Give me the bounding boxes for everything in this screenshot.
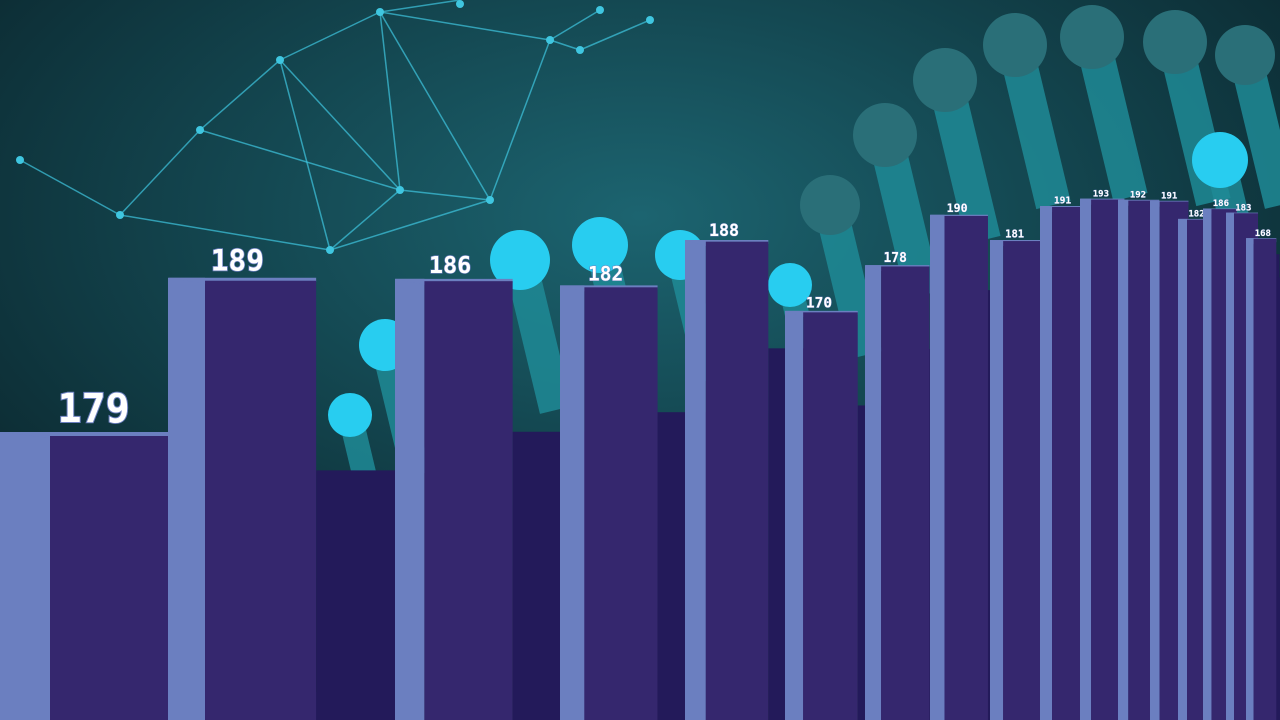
pin-head xyxy=(572,217,628,273)
network-line xyxy=(199,129,401,191)
bar: 168 xyxy=(1246,229,1280,720)
data-label: 179 xyxy=(58,386,130,432)
network-line xyxy=(279,59,401,191)
bar-side xyxy=(1246,238,1254,720)
data-label: 183 xyxy=(1235,203,1251,213)
data-label: 190 xyxy=(947,201,968,215)
network-node xyxy=(396,186,404,194)
data-label: 191 xyxy=(1161,192,1177,202)
bar-side xyxy=(1118,199,1129,720)
data-label: 178 xyxy=(884,251,907,266)
data-label: 168 xyxy=(1255,229,1271,239)
pin-head xyxy=(1143,10,1207,74)
bar-side xyxy=(1080,198,1092,720)
bar-front xyxy=(1253,238,1277,720)
bar-side xyxy=(685,240,706,720)
bar-side xyxy=(1226,212,1234,720)
bar-side xyxy=(1203,208,1212,720)
data-label: 192 xyxy=(1130,191,1146,201)
network-node xyxy=(116,211,124,219)
pin-head xyxy=(853,103,917,167)
network-line xyxy=(199,59,281,131)
bar-front xyxy=(705,241,769,720)
bar-side xyxy=(1040,206,1053,720)
network-line xyxy=(329,199,491,251)
network-node xyxy=(196,126,204,134)
bar-side xyxy=(560,285,585,720)
network-node xyxy=(276,56,284,64)
pin-head xyxy=(328,393,372,437)
network-line xyxy=(119,129,201,216)
network-node xyxy=(456,0,464,8)
bar-side xyxy=(930,214,945,720)
data-label: 188 xyxy=(709,221,739,240)
bar-side xyxy=(0,432,50,720)
bar-front xyxy=(944,215,988,720)
network-line xyxy=(379,0,461,13)
pin-head xyxy=(913,48,977,112)
bar: 189 xyxy=(168,243,417,720)
data-label: 193 xyxy=(1093,189,1109,199)
bar-front xyxy=(205,280,317,720)
pin-head xyxy=(1192,132,1248,188)
network-background xyxy=(16,0,654,254)
bar-front xyxy=(424,281,513,720)
network-node xyxy=(16,156,24,164)
network-line xyxy=(379,11,401,191)
bar-side xyxy=(1150,200,1160,720)
bar-front xyxy=(584,287,658,720)
bar-front xyxy=(881,266,930,720)
network-node xyxy=(486,196,494,204)
network-node xyxy=(596,6,604,14)
network-node xyxy=(646,16,654,24)
bar-front xyxy=(803,312,858,720)
network-node xyxy=(376,8,384,16)
pin-head xyxy=(768,263,812,307)
pin-head xyxy=(1215,25,1275,85)
pin-head xyxy=(983,13,1047,77)
network-line xyxy=(279,59,331,251)
network-line xyxy=(549,39,581,51)
bar-side xyxy=(168,277,206,720)
network-line xyxy=(119,214,331,251)
bar-side xyxy=(785,310,804,720)
bar-side xyxy=(1178,218,1188,720)
data-label: 182 xyxy=(588,262,623,285)
bar-front xyxy=(1003,241,1043,720)
network-line xyxy=(579,19,651,51)
pin-head xyxy=(490,230,550,290)
data-label: 170 xyxy=(806,295,832,311)
network-line xyxy=(549,9,601,41)
data-label: 182 xyxy=(1188,210,1204,220)
network-line xyxy=(329,189,401,251)
network-line xyxy=(399,189,491,201)
bar-side xyxy=(865,265,882,720)
network-line xyxy=(379,11,491,201)
bar-shadow xyxy=(1276,277,1280,720)
data-label: 186 xyxy=(1213,199,1229,209)
network-node xyxy=(546,36,554,44)
network-node xyxy=(326,246,334,254)
pin-head xyxy=(1060,5,1124,69)
network-node xyxy=(576,46,584,54)
network-line xyxy=(19,159,121,216)
network-line xyxy=(379,11,551,41)
network-line xyxy=(489,39,551,201)
bar-side xyxy=(395,278,425,720)
network-line xyxy=(279,11,381,61)
bars: 179 189 186 182 188 170 178 190 181 191 193 192 191 1… xyxy=(0,189,1280,720)
data-label: 189 xyxy=(211,243,264,277)
data-label: 186 xyxy=(429,251,471,279)
bar-side xyxy=(990,240,1004,720)
data-label: 191 xyxy=(1054,196,1072,207)
pin-head xyxy=(800,175,860,235)
data-label: 181 xyxy=(1005,228,1024,240)
